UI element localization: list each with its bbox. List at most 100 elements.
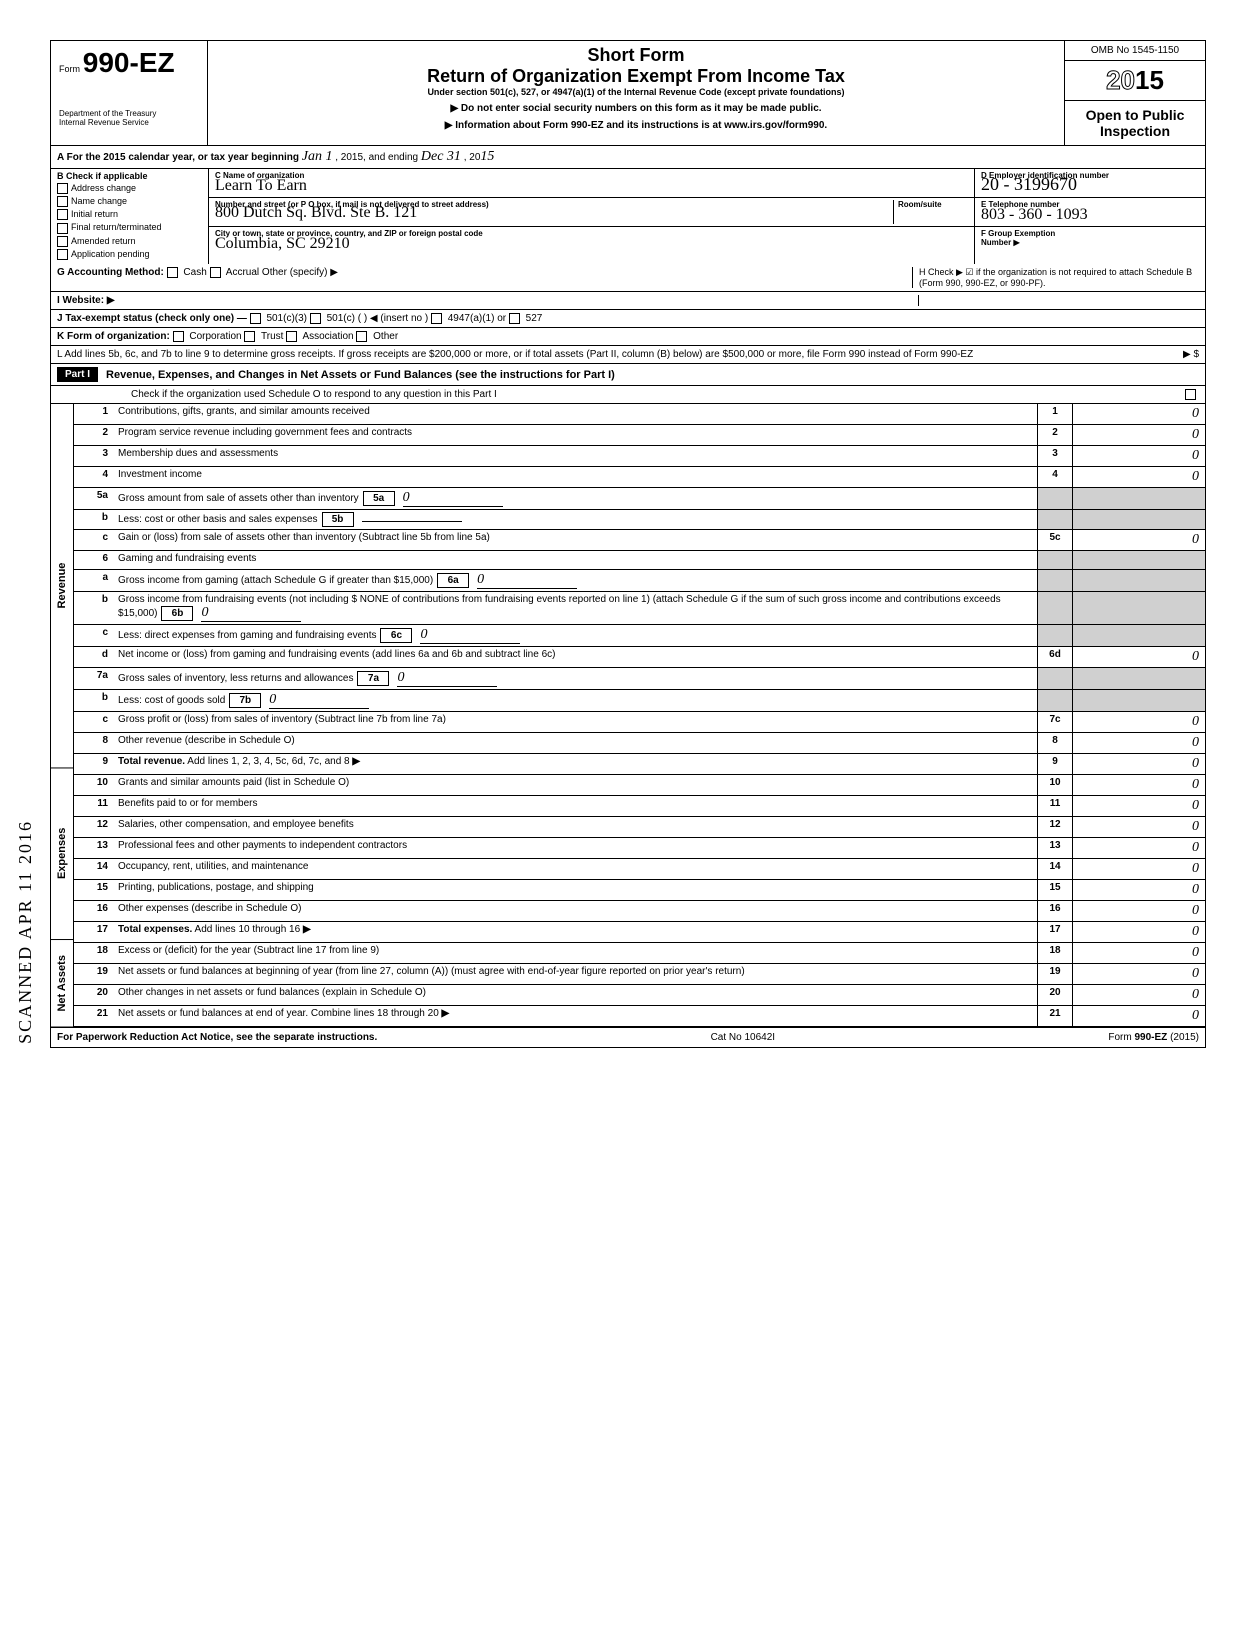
line-num: 9 bbox=[74, 754, 114, 774]
line-amt-6d: 0 bbox=[1072, 647, 1205, 667]
sub-amt-6a: 0 bbox=[477, 572, 577, 589]
omb-number: OMB No 1545-1150 bbox=[1065, 41, 1205, 61]
check-4947[interactable] bbox=[431, 313, 442, 324]
line-a: aGross income from gaming (attach Schedu… bbox=[74, 570, 1205, 592]
section-i: I Website: ▶ bbox=[51, 292, 1205, 310]
line-1: 1Contributions, gifts, grants, and simil… bbox=[74, 404, 1205, 425]
check-final-return[interactable]: Final return/terminated bbox=[57, 222, 202, 233]
line-num: d bbox=[74, 647, 114, 667]
open-to-public: Open to Public Inspection bbox=[1065, 101, 1205, 145]
footer-right: Form 990-EZ (2015) bbox=[1108, 1032, 1199, 1043]
sub-amt-7b: 0 bbox=[269, 692, 369, 709]
line-box-3: 3 bbox=[1037, 446, 1072, 466]
line-box-20: 20 bbox=[1037, 985, 1072, 1005]
line-box-19: 19 bbox=[1037, 964, 1072, 984]
line-amt-17: 0 bbox=[1072, 922, 1205, 942]
line-desc: Gain or (loss) from sale of assets other… bbox=[114, 530, 1037, 550]
line-amt-14: 0 bbox=[1072, 859, 1205, 879]
line-d: dNet income or (loss) from gaming and fu… bbox=[74, 647, 1205, 668]
sub-amt-6c: 0 bbox=[420, 627, 520, 644]
sub-box-6c: 6c bbox=[380, 628, 412, 643]
check-cash[interactable] bbox=[167, 267, 178, 278]
line-num: 21 bbox=[74, 1006, 114, 1026]
line-box-18: 18 bbox=[1037, 943, 1072, 963]
line-3: 3Membership dues and assessments30 bbox=[74, 446, 1205, 467]
section-b-checkboxes: B Check if applicable Address change Nam… bbox=[51, 169, 209, 264]
check-other[interactable] bbox=[356, 331, 367, 342]
line-box-2: 2 bbox=[1037, 425, 1072, 445]
sub-box-6b: 6b bbox=[161, 606, 193, 621]
check-501c[interactable] bbox=[310, 313, 321, 324]
check-corp[interactable] bbox=[173, 331, 184, 342]
sub-amt-5a: 0 bbox=[403, 490, 503, 507]
line-num: 11 bbox=[74, 796, 114, 816]
section-j: J Tax-exempt status (check only one) — 5… bbox=[51, 310, 1205, 328]
section-a-tax-year: A For the 2015 calendar year, or tax yea… bbox=[51, 146, 1205, 169]
part1-label: Part I bbox=[57, 367, 98, 382]
vertical-labels: Revenue Expenses Net Assets bbox=[51, 404, 74, 1027]
line-desc: Other expenses (describe in Schedule O) bbox=[114, 901, 1037, 921]
check-address-change[interactable]: Address change bbox=[57, 183, 202, 194]
form-990ez: Form 990-EZ Department of the Treasury I… bbox=[50, 40, 1206, 1048]
line-num: 7a bbox=[74, 668, 114, 689]
sub-box-7a: 7a bbox=[357, 671, 389, 686]
check-trust[interactable] bbox=[244, 331, 255, 342]
line-box-9: 9 bbox=[1037, 754, 1072, 774]
begin-date-hw: Jan 1 bbox=[302, 149, 333, 164]
line-num: 15 bbox=[74, 880, 114, 900]
line-desc: Total revenue. Add lines 1, 2, 3, 4, 5c,… bbox=[114, 754, 1037, 774]
line-num: 18 bbox=[74, 943, 114, 963]
line-9: 9Total revenue. Add lines 1, 2, 3, 4, 5c… bbox=[74, 754, 1205, 775]
footer-mid: Cat No 10642I bbox=[711, 1032, 776, 1043]
line-amt-19: 0 bbox=[1072, 964, 1205, 984]
line-num: 6 bbox=[74, 551, 114, 569]
line-amt-20: 0 bbox=[1072, 985, 1205, 1005]
org-info-block: B Check if applicable Address change Nam… bbox=[51, 169, 1205, 264]
check-application-pending[interactable]: Application pending bbox=[57, 249, 202, 260]
line-desc: Contributions, gifts, grants, and simila… bbox=[114, 404, 1037, 424]
instr1: ▶ Do not enter social security numbers o… bbox=[216, 103, 1056, 114]
dept-treasury: Department of the Treasury bbox=[59, 109, 199, 118]
line-desc: Professional fees and other payments to … bbox=[114, 838, 1037, 858]
line-box-12: 12 bbox=[1037, 817, 1072, 837]
check-initial-return[interactable]: Initial return bbox=[57, 209, 202, 220]
line-box-16: 16 bbox=[1037, 901, 1072, 921]
line-12: 12Salaries, other compensation, and empl… bbox=[74, 817, 1205, 838]
line-amt-10: 0 bbox=[1072, 775, 1205, 795]
part1-header: Part I Revenue, Expenses, and Changes in… bbox=[51, 364, 1205, 386]
line-amt-8: 0 bbox=[1072, 733, 1205, 753]
title-box: Short Form Return of Organization Exempt… bbox=[208, 41, 1065, 145]
tax-year: 2015 bbox=[1065, 61, 1205, 101]
check-schedule-o[interactable] bbox=[1185, 389, 1196, 400]
check-assoc[interactable] bbox=[286, 331, 297, 342]
line-desc: Other changes in net assets or fund bala… bbox=[114, 985, 1037, 1005]
line-num: b bbox=[74, 510, 114, 529]
line-amt-16: 0 bbox=[1072, 901, 1205, 921]
line-desc: Gross income from gaming (attach Schedul… bbox=[114, 570, 1037, 591]
line-desc: Net income or (loss) from gaming and fun… bbox=[114, 647, 1037, 667]
line-num: 5a bbox=[74, 488, 114, 509]
irs-label: Internal Revenue Service bbox=[59, 118, 199, 127]
line-c: cLess: direct expenses from gaming and f… bbox=[74, 625, 1205, 647]
line-num: 10 bbox=[74, 775, 114, 795]
line-amt-13: 0 bbox=[1072, 838, 1205, 858]
check-527[interactable] bbox=[509, 313, 520, 324]
check-501c3[interactable] bbox=[250, 313, 261, 324]
line-21: 21Net assets or fund balances at end of … bbox=[74, 1006, 1205, 1027]
check-amended-return[interactable]: Amended return bbox=[57, 236, 202, 247]
line-amt-12: 0 bbox=[1072, 817, 1205, 837]
line-box-4: 4 bbox=[1037, 467, 1072, 487]
check-accrual[interactable] bbox=[210, 267, 221, 278]
line-b: bGross income from fundraising events (n… bbox=[74, 592, 1205, 625]
line-4: 4Investment income40 bbox=[74, 467, 1205, 488]
line-desc: Gaming and fundraising events bbox=[114, 551, 1037, 569]
line-amt-21: 0 bbox=[1072, 1006, 1205, 1026]
line-num: 3 bbox=[74, 446, 114, 466]
line-num: 4 bbox=[74, 467, 114, 487]
line-desc: Gross sales of inventory, less returns a… bbox=[114, 668, 1037, 689]
check-name-change[interactable]: Name change bbox=[57, 196, 202, 207]
line-num: 2 bbox=[74, 425, 114, 445]
line-desc: Gross amount from sale of assets other t… bbox=[114, 488, 1037, 509]
line-6: 6Gaming and fundraising events bbox=[74, 551, 1205, 570]
line-c: cGain or (loss) from sale of assets othe… bbox=[74, 530, 1205, 551]
